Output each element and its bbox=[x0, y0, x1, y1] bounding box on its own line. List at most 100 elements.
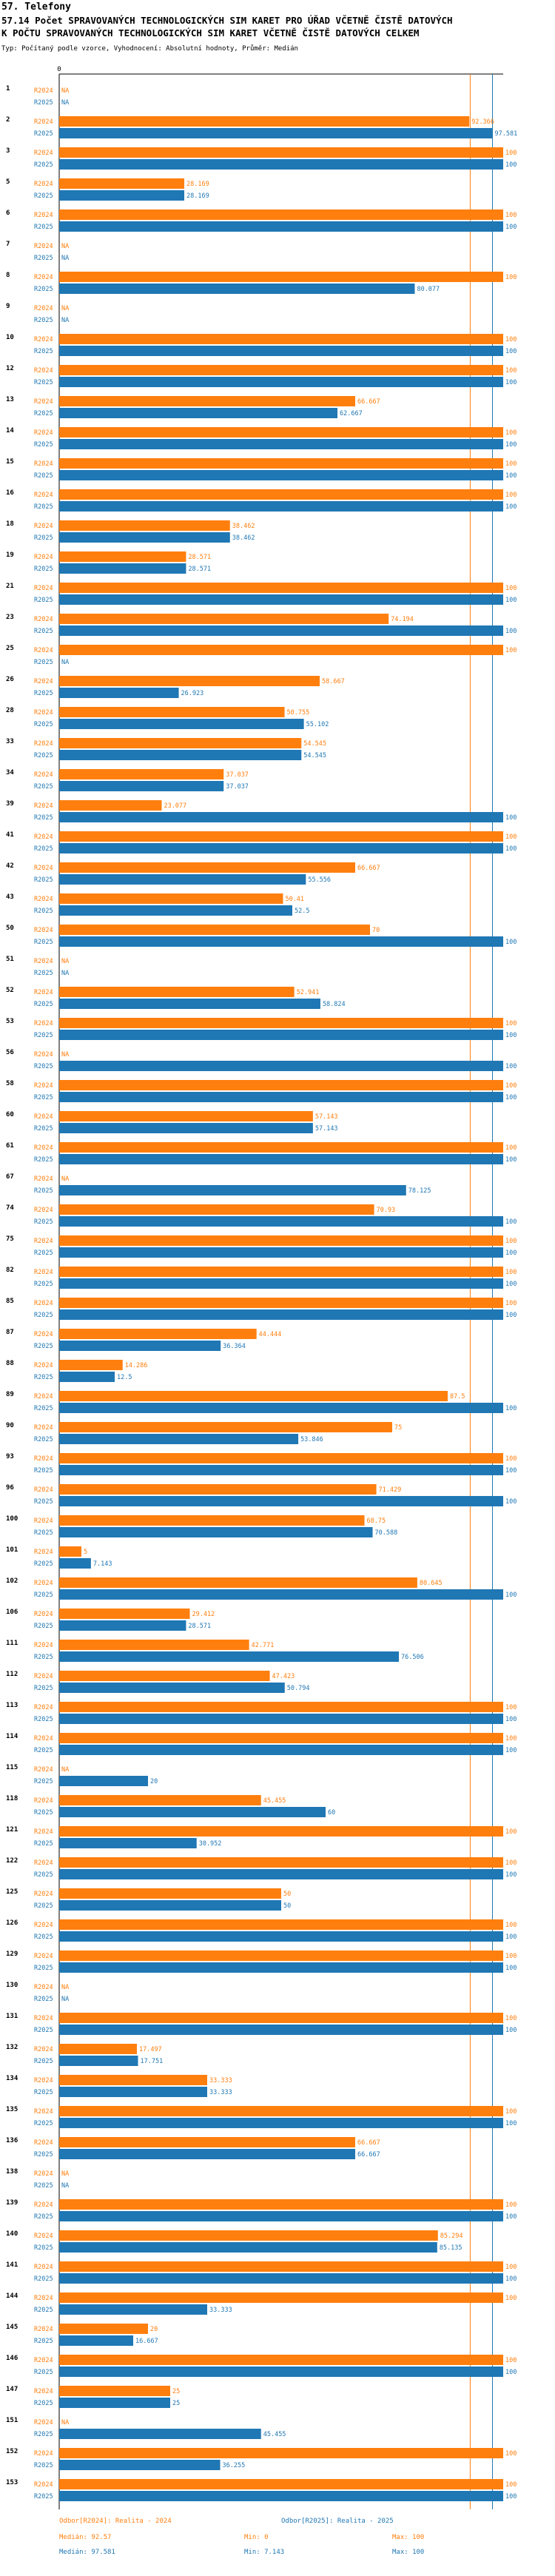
row-id-label: 15 bbox=[6, 458, 14, 466]
row-id-label: 56 bbox=[6, 1049, 14, 1056]
series-label-r2025: R2025 bbox=[34, 566, 53, 573]
series-label-r2024: R2024 bbox=[34, 1455, 53, 1463]
value-label-r2024: 100 bbox=[505, 833, 517, 841]
series-label-r2025: R2025 bbox=[34, 1591, 53, 1599]
bar-r2025 bbox=[59, 1651, 400, 1662]
bar-r2025 bbox=[59, 1185, 406, 1195]
series-label-r2025: R2025 bbox=[34, 690, 53, 697]
row-id-label: 60 bbox=[6, 1111, 14, 1118]
series-label-r2024: R2024 bbox=[34, 989, 53, 996]
bar-r2024 bbox=[59, 2199, 503, 2210]
value-label-r2024: 100 bbox=[505, 1828, 517, 1836]
bar-r2025 bbox=[59, 1123, 313, 1133]
bar-r2025 bbox=[59, 532, 230, 543]
bar-r2024 bbox=[59, 614, 389, 624]
bar-r2024 bbox=[59, 2261, 503, 2272]
bar-r2025 bbox=[59, 594, 503, 605]
row-id-label: 101 bbox=[6, 1546, 18, 1554]
value-label-r2025: 100 bbox=[505, 1063, 517, 1070]
value-label-r2025: 80.077 bbox=[417, 286, 440, 293]
na-label-r2024: NA bbox=[61, 87, 69, 95]
row-id-label: 112 bbox=[6, 1671, 18, 1678]
series-label-r2024: R2024 bbox=[34, 2046, 53, 2053]
series-label-r2025: R2025 bbox=[34, 1965, 53, 1972]
value-label-r2024: 44.444 bbox=[259, 1331, 282, 1338]
value-label-r2025: 100 bbox=[505, 224, 517, 231]
series-label-r2024: R2024 bbox=[34, 1020, 53, 1027]
series-label-r2025: R2025 bbox=[34, 1312, 53, 1319]
bar-r2025 bbox=[59, 1341, 221, 1351]
legend-name-r2024: Odbor[R2024]: Realita - 2024 bbox=[59, 2518, 172, 2525]
bar-r2024 bbox=[59, 1267, 503, 1277]
bar-r2024 bbox=[59, 1298, 503, 1308]
bar-r2025 bbox=[59, 2398, 170, 2408]
bar-r2025 bbox=[59, 2491, 503, 2501]
value-label-r2025: 100 bbox=[505, 1250, 517, 1257]
value-label-r2024: 66.667 bbox=[357, 398, 380, 406]
row-id-label: 115 bbox=[6, 1764, 18, 1771]
series-label-r2024: R2024 bbox=[34, 771, 53, 779]
series-label-r2024: R2024 bbox=[34, 1517, 53, 1525]
bar-r2025 bbox=[59, 2335, 134, 2346]
series-label-r2025: R2025 bbox=[34, 1529, 53, 1537]
row-id-label: 111 bbox=[6, 1640, 18, 1647]
bar-r2024 bbox=[59, 2106, 503, 2116]
bar-r2024 bbox=[59, 1422, 392, 1432]
row-id-label: 43 bbox=[6, 893, 14, 901]
row-id-label: 121 bbox=[6, 1826, 18, 1834]
na-label-r2024: NA bbox=[61, 1051, 69, 1059]
bar-r2024 bbox=[59, 1235, 503, 1246]
series-label-r2024: R2024 bbox=[34, 2481, 53, 2489]
bar-r2025 bbox=[59, 439, 503, 449]
series-label-r2024: R2024 bbox=[34, 1238, 53, 1245]
row-id-label: 5 bbox=[6, 178, 10, 186]
series-label-r2025: R2025 bbox=[34, 1436, 53, 1443]
x-tick-label: 0 bbox=[57, 66, 61, 73]
bar-r2025 bbox=[59, 812, 503, 822]
na-label-r2024: NA bbox=[61, 243, 69, 250]
value-label-r2025: 33.333 bbox=[209, 2089, 232, 2096]
value-label-r2025: 100 bbox=[505, 379, 517, 386]
value-label-r2025: 66.667 bbox=[357, 2151, 380, 2159]
bar-r2024 bbox=[59, 1484, 377, 1495]
na-label-r2025: NA bbox=[61, 2182, 69, 2190]
bar-r2025 bbox=[59, 1465, 503, 1475]
value-label-r2025: 100 bbox=[505, 1094, 517, 1101]
bar-r2024 bbox=[59, 1111, 313, 1121]
row-id-label: 89 bbox=[6, 1391, 14, 1398]
bar-r2025 bbox=[59, 1092, 503, 1102]
series-label-r2025: R2025 bbox=[34, 2213, 53, 2221]
value-label-r2024: 100 bbox=[505, 585, 517, 592]
value-label-r2024: 50.41 bbox=[285, 896, 304, 903]
value-label-r2025: 60 bbox=[328, 1809, 335, 1817]
row-id-label: 114 bbox=[6, 1733, 18, 1740]
bar-r2025 bbox=[59, 2460, 221, 2470]
series-label-r2025: R2025 bbox=[34, 1778, 53, 1785]
bar-r2025 bbox=[59, 2242, 437, 2253]
bar-r2024 bbox=[59, 209, 503, 220]
series-label-r2025: R2025 bbox=[34, 1281, 53, 1288]
series-label-r2025: R2025 bbox=[34, 317, 53, 324]
series-label-r2025: R2025 bbox=[34, 2431, 53, 2438]
value-label-r2025: 100 bbox=[505, 161, 517, 169]
na-label-r2025: NA bbox=[61, 970, 69, 977]
series-label-r2024: R2024 bbox=[34, 1580, 53, 1587]
series-label-r2024: R2024 bbox=[34, 2015, 53, 2022]
bar-r2024 bbox=[59, 1018, 503, 1028]
legend-median-r2025: Medián: 97.581 bbox=[59, 2549, 115, 2556]
value-label-r2025: 45.455 bbox=[263, 2431, 286, 2438]
value-label-r2025: 100 bbox=[505, 1747, 517, 1754]
value-label-r2024: 100 bbox=[505, 2481, 517, 2489]
bar-r2025 bbox=[59, 346, 503, 356]
chart-subtitle: Typ: Počítaný podle vzorce, Vyhodnocení:… bbox=[1, 45, 298, 53]
series-label-r2024: R2024 bbox=[34, 243, 53, 250]
bar-r2025 bbox=[59, 2149, 356, 2159]
series-label-r2024: R2024 bbox=[34, 2388, 53, 2395]
chart-title-continued: K POČTU SPRAVOVANÝCH TECHNOLOGICKÝCH SIM… bbox=[1, 27, 420, 38]
series-label-r2025: R2025 bbox=[34, 845, 53, 853]
value-label-r2025: 30.952 bbox=[199, 1840, 222, 1848]
bar-r2024 bbox=[59, 2324, 148, 2334]
series-label-r2025: R2025 bbox=[34, 1343, 53, 1350]
value-label-r2025: 28.571 bbox=[188, 1623, 211, 1630]
series-label-r2025: R2025 bbox=[34, 534, 53, 542]
